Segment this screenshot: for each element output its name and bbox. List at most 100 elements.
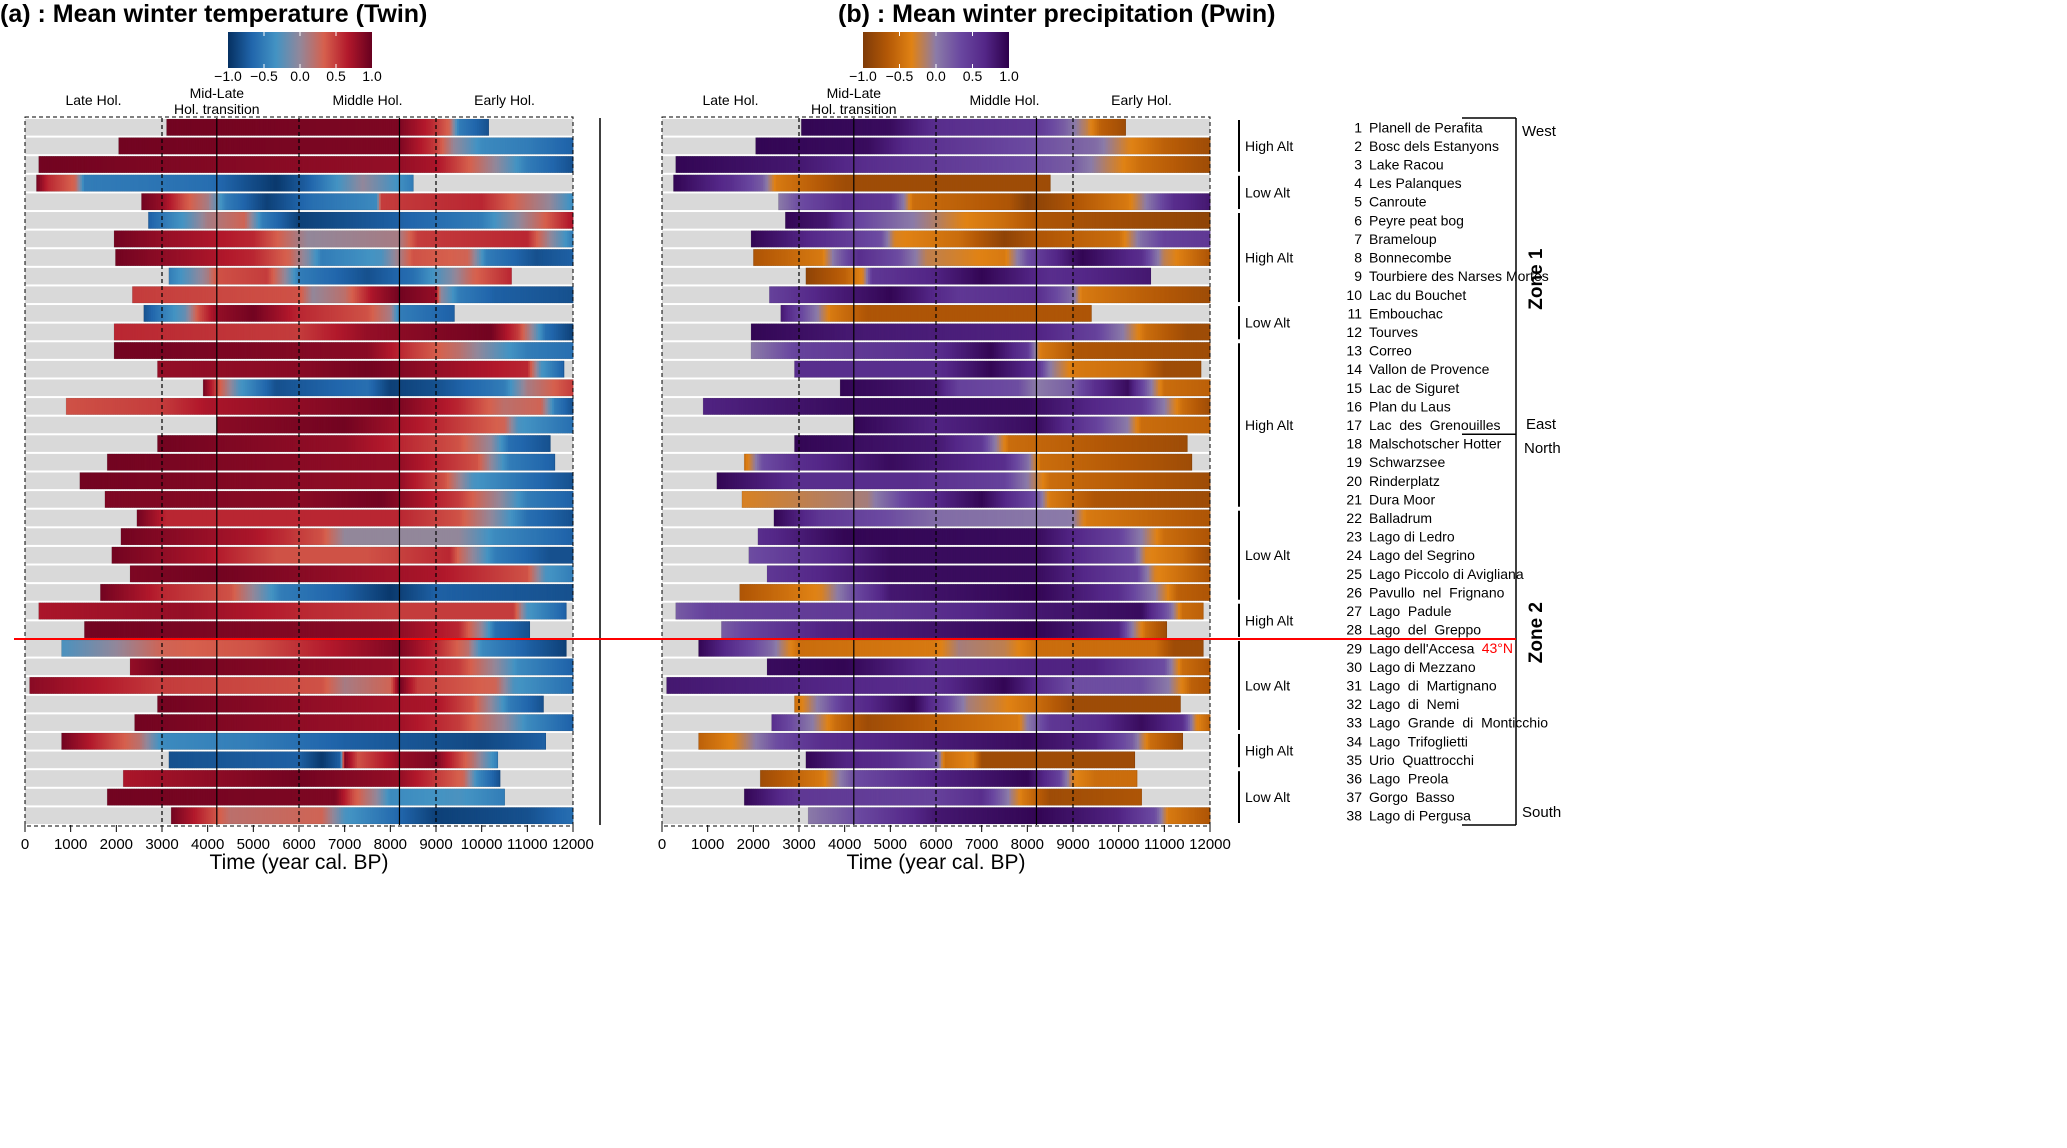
correlation-stripe xyxy=(107,453,110,471)
correlation-stripe xyxy=(330,379,334,397)
correlation-stripe xyxy=(391,212,394,229)
correlation-stripe xyxy=(81,472,84,490)
correlation-stripe xyxy=(248,119,251,136)
correlation-stripe xyxy=(162,398,166,415)
correlation-stripe xyxy=(310,360,314,378)
correlation-stripe xyxy=(355,193,358,211)
correlation-stripe xyxy=(344,286,347,304)
correlation-stripe xyxy=(190,435,193,452)
correlation-stripe xyxy=(473,156,476,173)
correlation-stripe xyxy=(264,174,267,192)
correlation-stripe xyxy=(244,137,247,155)
correlation-stripe xyxy=(75,156,78,173)
correlation-stripe xyxy=(313,230,316,248)
correlation-stripe xyxy=(214,379,217,397)
correlation-stripe xyxy=(568,193,572,211)
correlation-stripe xyxy=(347,360,350,378)
correlation-stripe xyxy=(446,379,449,397)
correlation-stripe xyxy=(530,230,533,248)
correlation-stripe xyxy=(418,212,421,229)
correlation-stripe xyxy=(160,453,163,471)
correlation-stripe xyxy=(349,379,352,397)
correlation-stripe xyxy=(285,491,288,508)
correlation-stripe xyxy=(179,193,183,211)
correlation-stripe xyxy=(326,453,329,471)
correlation-stripe xyxy=(270,398,273,415)
correlation-stripe xyxy=(241,491,245,508)
correlation-stripe xyxy=(135,398,138,415)
correlation-stripe xyxy=(322,491,325,508)
correlation-stripe xyxy=(462,398,465,415)
correlation-stripe xyxy=(267,193,270,211)
correlation-stripe xyxy=(545,472,548,490)
correlation-stripe xyxy=(170,360,173,378)
correlation-stripe xyxy=(364,230,367,248)
correlation-stripe xyxy=(448,491,451,508)
correlation-stripe xyxy=(287,398,290,415)
correlation-stripe xyxy=(202,305,205,322)
correlation-stripe xyxy=(304,342,307,359)
correlation-stripe xyxy=(53,156,56,173)
correlation-stripe xyxy=(251,286,254,304)
correlation-stripe xyxy=(385,360,388,378)
correlation-stripe xyxy=(431,286,435,304)
correlation-stripe xyxy=(441,286,444,304)
correlation-stripe xyxy=(404,230,407,248)
correlation-stripe xyxy=(125,323,128,341)
correlation-stripe xyxy=(421,472,424,490)
correlation-stripe xyxy=(341,416,344,434)
correlation-stripe xyxy=(309,398,312,415)
correlation-stripe xyxy=(372,472,375,490)
correlation-stripe xyxy=(325,137,328,155)
correlation-stripe xyxy=(403,472,406,490)
correlation-stripe xyxy=(441,230,444,248)
correlation-stripe xyxy=(240,230,243,248)
correlation-stripe xyxy=(387,137,390,155)
correlation-stripe xyxy=(562,379,566,397)
correlation-stripe xyxy=(447,379,451,397)
correlation-stripe xyxy=(256,323,259,341)
correlation-stripe xyxy=(269,305,272,322)
correlation-stripe xyxy=(358,193,362,211)
correlation-stripe xyxy=(177,491,181,508)
correlation-stripe xyxy=(237,212,241,229)
correlation-stripe xyxy=(383,305,386,322)
colorbar-tick-label: 0.5 xyxy=(326,68,346,84)
correlation-stripe xyxy=(543,342,546,359)
correlation-stripe xyxy=(521,193,524,211)
correlation-stripe xyxy=(380,491,383,508)
correlation-stripe xyxy=(451,398,454,415)
correlation-stripe xyxy=(114,342,117,359)
correlation-stripe xyxy=(440,379,443,397)
correlation-stripe xyxy=(333,323,336,341)
correlation-stripe xyxy=(441,193,444,211)
correlation-stripe xyxy=(426,305,430,322)
correlation-stripe xyxy=(136,137,140,155)
correlation-stripe xyxy=(157,286,161,304)
correlation-stripe xyxy=(353,267,356,285)
correlation-stripe xyxy=(302,453,305,471)
correlation-stripe xyxy=(269,323,272,341)
correlation-stripe xyxy=(42,156,45,173)
correlation-stripe xyxy=(391,267,394,285)
correlation-stripe xyxy=(343,174,346,192)
correlation-stripe xyxy=(532,453,536,471)
correlation-stripe xyxy=(211,137,215,155)
correlation-stripe xyxy=(421,137,425,155)
correlation-stripe xyxy=(256,491,259,508)
correlation-stripe xyxy=(513,156,516,173)
correlation-stripe xyxy=(162,472,165,490)
correlation-stripe xyxy=(261,249,264,266)
correlation-stripe xyxy=(515,137,518,155)
correlation-stripe xyxy=(72,174,76,192)
correlation-stripe xyxy=(271,342,274,359)
correlation-stripe xyxy=(145,453,148,471)
correlation-stripe xyxy=(309,249,312,266)
correlation-stripe xyxy=(335,453,338,471)
correlation-stripe xyxy=(195,398,199,415)
correlation-stripe xyxy=(157,193,161,211)
correlation-stripe xyxy=(356,193,360,211)
correlation-stripe xyxy=(331,267,334,285)
correlation-stripe xyxy=(520,453,523,471)
correlation-stripe xyxy=(221,193,225,211)
